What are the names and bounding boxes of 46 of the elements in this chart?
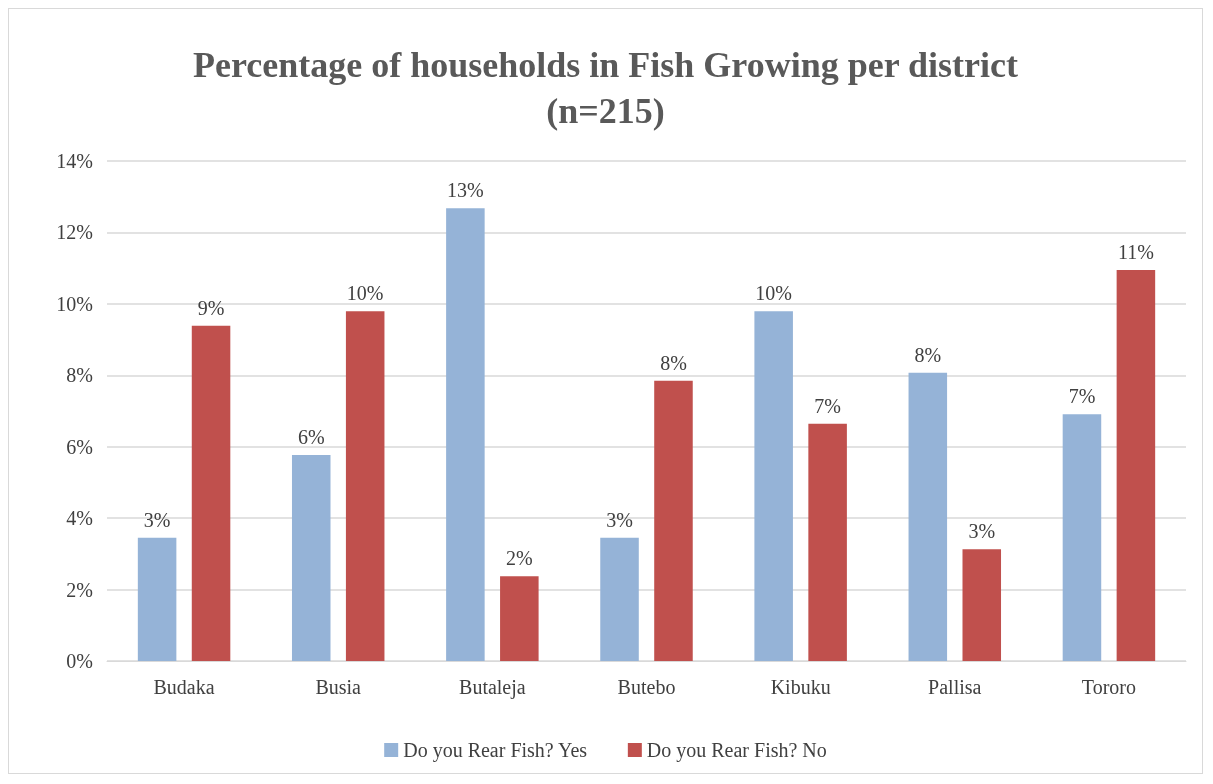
x-tick-label: Pallisa (928, 676, 982, 698)
y-tick-label: 10% (56, 292, 93, 315)
y-tick-label: 14% (56, 150, 93, 172)
data-label: 11% (1117, 240, 1154, 263)
y-tick-label: 6% (66, 435, 93, 458)
bar (137, 537, 177, 661)
x-tick-label: Kibuku (770, 676, 831, 698)
bar (291, 454, 331, 661)
bar (191, 325, 231, 661)
data-label: 13% (447, 179, 484, 202)
x-tick-label: Budaka (153, 676, 215, 698)
bar (754, 311, 793, 661)
data-label: 8% (914, 343, 942, 366)
legend-label: Do you Rear Fish? No (646, 739, 827, 762)
data-label: 2% (506, 547, 533, 570)
bar (908, 372, 948, 661)
bar (446, 208, 485, 661)
data-label: 3% (606, 508, 633, 531)
data-label: 3% (143, 508, 171, 531)
legend-label: Do you Rear Fish? Yes (403, 739, 588, 762)
bar (808, 423, 847, 661)
data-label: 10% (755, 282, 792, 305)
data-label: 10% (346, 282, 384, 305)
bar (1116, 269, 1156, 661)
data-label: 9% (197, 296, 225, 319)
data-label: 7% (814, 394, 841, 417)
data-label: 7% (1068, 385, 1096, 408)
y-tick-label: 12% (56, 221, 93, 244)
bar (962, 549, 1002, 661)
x-tick-label: Butaleja (459, 676, 526, 699)
bar (345, 311, 385, 661)
y-tick-label: 0% (66, 650, 93, 672)
x-tick-label: Tororo (1081, 676, 1136, 698)
bar (500, 576, 539, 661)
bar (654, 380, 693, 661)
data-label: 6% (297, 425, 325, 448)
chart-title: Percentage of households in Fish Growing per district (n=215) (192, 45, 1019, 131)
x-tick-label: Butebo (617, 676, 676, 698)
y-tick-label: 2% (66, 578, 93, 601)
x-tick-label: Busia (315, 676, 362, 698)
data-label: 3% (968, 520, 996, 543)
data-label: 8% (660, 351, 687, 374)
y-tick-label: 4% (66, 507, 93, 530)
bar (1062, 414, 1102, 661)
bar (600, 537, 639, 661)
y-tick-label: 8% (66, 364, 93, 387)
